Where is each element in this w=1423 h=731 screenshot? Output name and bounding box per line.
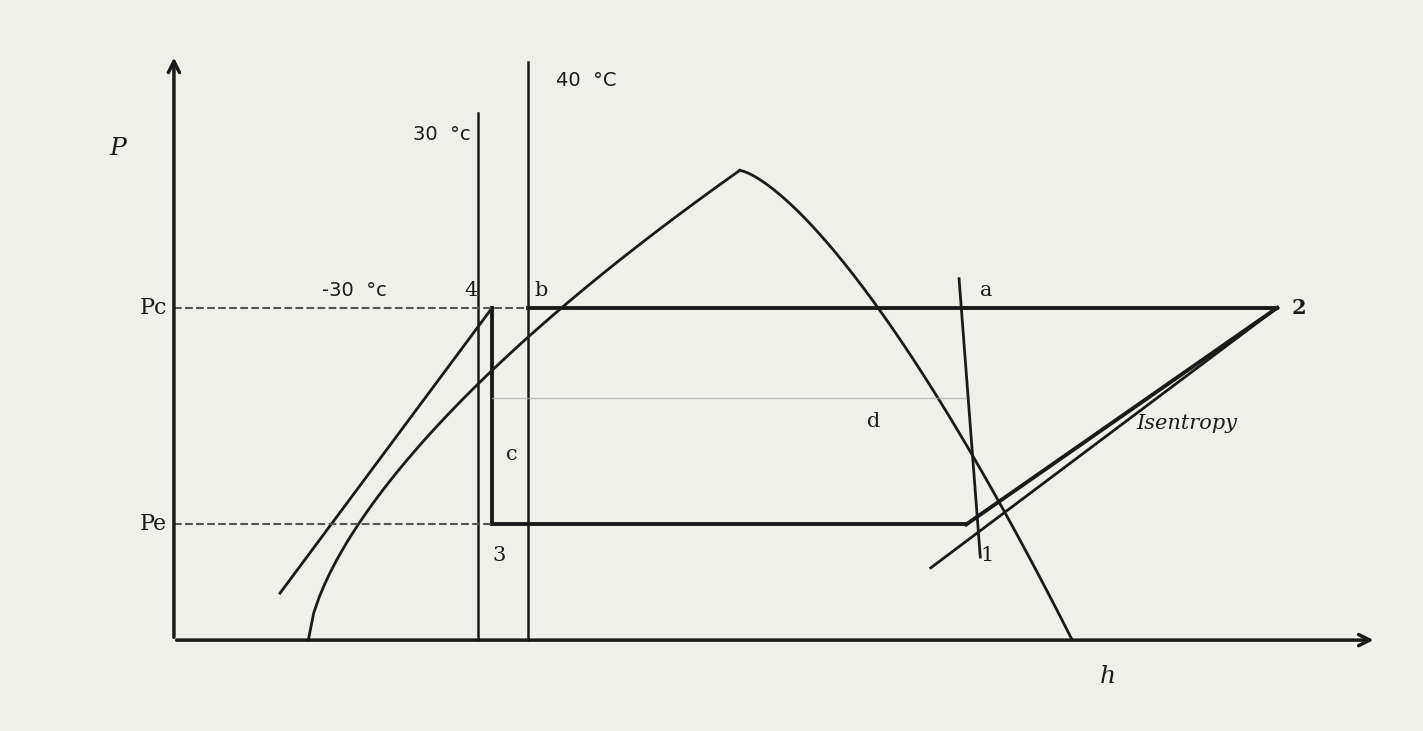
Text: Isentropy: Isentropy [1136,414,1237,433]
Text: Pe: Pe [139,513,166,536]
Text: 3: 3 [492,546,507,565]
Text: 1: 1 [980,546,993,565]
Text: -30  °c: -30 °c [323,281,387,300]
Text: d: d [867,412,881,431]
Text: P: P [110,137,125,160]
Text: 40  °C: 40 °C [556,71,616,89]
Text: 30  °c: 30 °c [414,125,471,144]
Text: Pc: Pc [139,297,166,319]
Text: c: c [507,445,518,464]
Text: 4: 4 [465,281,478,300]
Text: 2: 2 [1292,298,1306,318]
Text: h: h [1100,664,1116,688]
Text: a: a [980,281,993,300]
Text: b: b [535,281,548,300]
